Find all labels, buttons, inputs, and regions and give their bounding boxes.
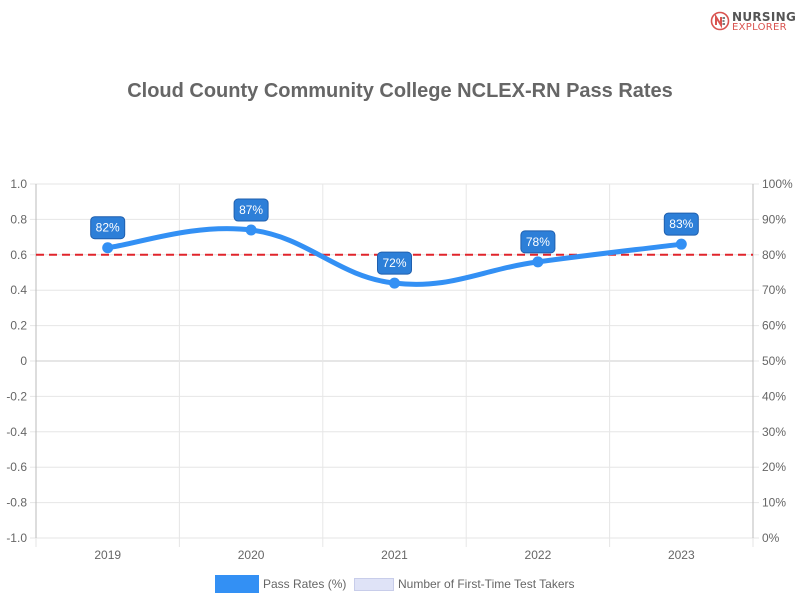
left-tick-label: 0.6 [10, 248, 27, 262]
nursing-explorer-logo-icon [710, 11, 730, 31]
data-label: 78% [526, 235, 550, 249]
chart-title: Cloud County Community College NCLEX-RN … [127, 80, 673, 102]
right-tick-label: 60% [762, 319, 786, 333]
left-tick-label: -0.8 [6, 496, 27, 510]
x-tick-label: 2023 [668, 548, 695, 562]
right-tick-label: 20% [762, 460, 786, 474]
right-tick-label: 80% [762, 248, 786, 262]
right-tick-label: 10% [762, 496, 786, 510]
right-tick-label: 70% [762, 283, 786, 297]
right-tick-label: 30% [762, 425, 786, 439]
legend-label-pass-rates: Pass Rates (%) [263, 577, 347, 591]
nursing-explorer-logo[interactable]: NURSING EXPLORER [710, 9, 796, 35]
legend-item-pass-rates[interactable]: Pass Rates (%) [215, 574, 346, 594]
data-label: 72% [382, 256, 406, 270]
data-label: 87% [239, 203, 263, 217]
chart-legend: Pass Rates (%) Number of First-Time Test… [0, 574, 800, 596]
right-tick-label: 0% [762, 531, 780, 545]
data-label: 82% [96, 221, 120, 235]
data-label-box [90, 216, 126, 240]
left-tick-label: 1.0 [10, 177, 27, 191]
left-tick-label: 0 [20, 354, 27, 368]
data-label-box [233, 198, 269, 222]
legend-label-test-takers: Number of First-Time Test Takers [398, 577, 575, 591]
pass-rate-point [102, 242, 114, 254]
pass-rate-point [532, 256, 544, 268]
legend-item-test-takers[interactable]: Number of First-Time Test Takers [354, 574, 574, 594]
right-tick-label: 40% [762, 389, 786, 403]
pass-rate-point [245, 224, 257, 236]
data-label-box [377, 251, 412, 275]
x-tick-label: 2019 [94, 548, 121, 562]
right-tick-label: 50% [762, 354, 786, 368]
data-label: 83% [669, 217, 693, 231]
data-label-box [663, 212, 699, 236]
data-label-box [520, 230, 556, 254]
left-tick-label: -0.6 [6, 460, 27, 474]
left-tick-label: 0.8 [10, 212, 27, 226]
left-tick-label: -0.2 [6, 389, 27, 403]
logo-line1: NURSING [732, 10, 797, 24]
right-tick-label: 90% [762, 212, 786, 226]
legend-swatch-pass-rates [215, 575, 259, 593]
logo-line2: EXPLORER [732, 22, 787, 33]
x-tick-label: 2021 [381, 548, 408, 562]
x-tick-label: 2022 [525, 548, 552, 562]
pass-rate-point [675, 238, 687, 250]
x-tick-label: 2020 [238, 548, 265, 562]
right-tick-label: 100% [762, 177, 793, 191]
left-tick-label: -1.0 [6, 531, 27, 545]
left-tick-label: 0.2 [10, 319, 27, 333]
left-tick-label: -0.4 [6, 425, 27, 439]
legend-swatch-test-takers [354, 577, 394, 591]
pass-rate-point [389, 277, 400, 289]
left-tick-label: 0.4 [10, 283, 27, 297]
